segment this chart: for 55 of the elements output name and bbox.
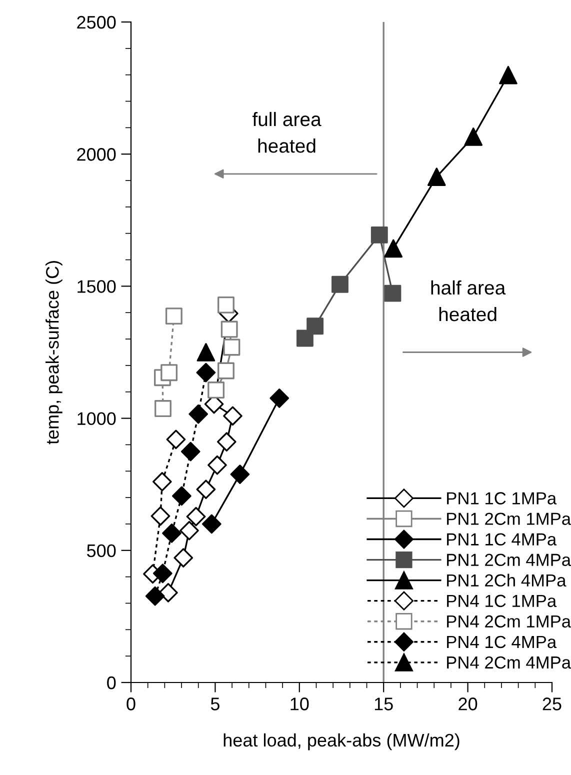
point	[218, 296, 234, 314]
point	[464, 127, 483, 146]
y-tick-label: 500	[87, 544, 116, 558]
point	[196, 343, 216, 362]
legend-label: PN1 2Cm 4MPa	[447, 554, 571, 566]
point	[160, 364, 178, 382]
point	[154, 400, 172, 417]
point	[306, 318, 324, 335]
point	[166, 430, 186, 450]
point	[150, 506, 170, 526]
point	[427, 168, 446, 186]
y-tick-label: 0	[107, 676, 116, 690]
point	[384, 284, 402, 302]
y-tick-label: 1000	[78, 412, 116, 426]
legend-label: PN1 1C 4MPa	[447, 533, 557, 546]
legend-label: PN4 1C 1MPa	[447, 594, 557, 608]
legend-label: PN4 2Cm 4MPa	[447, 656, 571, 669]
annotation: full area heated	[252, 112, 322, 153]
point	[332, 276, 348, 293]
point	[188, 404, 208, 424]
point	[208, 382, 225, 399]
y-tick-label: 2000	[77, 148, 116, 161]
point	[202, 514, 222, 534]
y-axis-title: temp, peak-surface (C)	[46, 261, 62, 444]
point	[384, 239, 403, 258]
point	[172, 486, 192, 506]
x-axis-title: heat load, peak-abs (MW/m2)	[224, 733, 460, 750]
point	[230, 464, 250, 484]
x-tick-label: 5	[210, 698, 220, 710]
point	[165, 308, 182, 325]
y-tick-label: 2500	[77, 16, 116, 29]
point	[499, 66, 518, 84]
legend-label: PN4 1C 4MPa	[447, 636, 557, 648]
legend-label: PN1 2Cm 1MPa	[447, 512, 571, 525]
point	[152, 472, 172, 492]
x-tick-label: 25	[542, 698, 562, 710]
x-tick-label: 15	[374, 698, 393, 710]
y-tick-label: 1500	[78, 280, 116, 293]
legend-label: PN1 1C 1MPa	[447, 492, 557, 504]
legend-label: PN1 2Ch 4MPa	[447, 574, 566, 587]
point	[196, 362, 216, 382]
point	[145, 586, 165, 606]
x-tick-label: 0	[126, 698, 136, 710]
x-tick-label: 20	[458, 698, 478, 710]
point	[370, 226, 388, 244]
point	[162, 524, 182, 543]
point	[218, 362, 234, 380]
point	[180, 442, 200, 462]
x-tick-label: 10	[290, 698, 309, 710]
point	[152, 564, 172, 584]
annotation: half area heated	[431, 280, 506, 322]
point	[220, 320, 238, 338]
legend-label: PN4 2Cm 1MPa	[447, 615, 571, 628]
point	[270, 388, 290, 408]
point	[223, 338, 240, 356]
